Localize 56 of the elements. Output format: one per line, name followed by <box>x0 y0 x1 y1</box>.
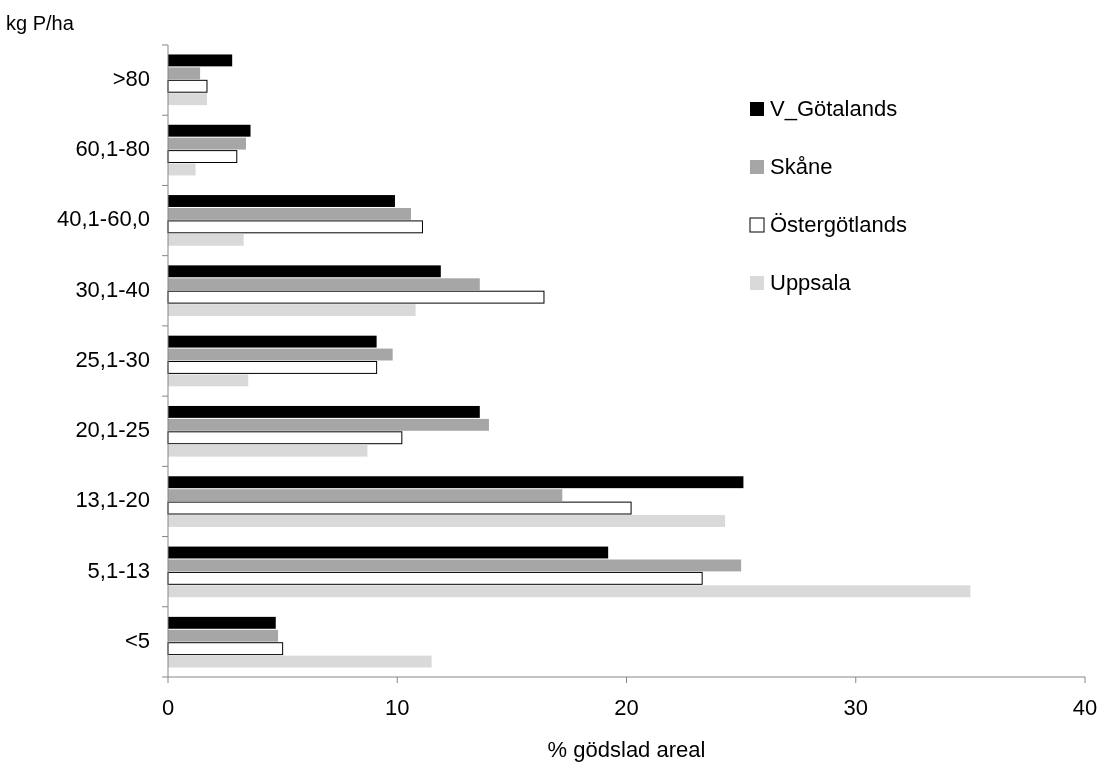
bar <box>168 405 480 418</box>
bar <box>168 515 726 527</box>
bar <box>167 642 284 656</box>
bar <box>168 444 368 457</box>
y-axis-title: kg P/ha <box>6 12 75 34</box>
x-tick-label: 30 <box>843 695 868 720</box>
bar <box>168 546 609 559</box>
legend-label: V_Götalands <box>770 95 898 121</box>
y-tick-label: 25,1-30 <box>75 346 150 372</box>
y-tick-label: 13,1-20 <box>75 487 150 513</box>
bar <box>168 233 244 246</box>
bar <box>168 67 201 80</box>
bar <box>168 207 412 220</box>
bar <box>168 585 971 598</box>
bar <box>168 304 416 317</box>
bar <box>168 124 251 137</box>
bar <box>168 163 196 176</box>
bar <box>167 150 238 164</box>
legend-label: Skåne <box>770 153 833 179</box>
bar <box>168 476 744 489</box>
bar <box>167 431 403 445</box>
bar <box>168 374 249 387</box>
y-tick-label: 40,1-60,0 <box>57 206 150 232</box>
bar <box>168 559 742 572</box>
bar <box>168 278 480 291</box>
bar <box>168 629 279 642</box>
bar <box>168 265 441 278</box>
bar <box>168 54 233 67</box>
bar <box>168 93 207 106</box>
bar <box>168 335 377 348</box>
bar <box>168 489 563 502</box>
bar <box>167 501 632 515</box>
y-tick-label: <5 <box>124 628 150 654</box>
bar <box>167 571 703 585</box>
bar <box>168 137 246 150</box>
x-tick-label: 10 <box>385 695 410 720</box>
bar <box>168 195 395 207</box>
x-axis-title: % gödslad areal <box>547 737 706 762</box>
bar <box>167 290 545 304</box>
bar <box>168 616 276 629</box>
bar <box>167 361 378 374</box>
x-tick-label: 0 <box>161 695 175 720</box>
y-tick-label: >80 <box>112 65 150 91</box>
x-tick-label: 40 <box>1072 695 1098 720</box>
bar <box>168 348 393 361</box>
x-tick-label: 20 <box>614 695 639 720</box>
y-tick-label: 5,1-13 <box>87 557 150 583</box>
y-tick-label: 20,1-25 <box>75 417 150 443</box>
y-tick-label: 30,1-40 <box>75 276 150 302</box>
bar <box>167 220 423 234</box>
y-tick-label: 60,1-80 <box>75 135 150 161</box>
legend-label: Uppsala <box>770 269 852 295</box>
bar <box>168 418 489 431</box>
bar <box>167 79 208 93</box>
bar <box>168 655 432 668</box>
legend-label: Östergötlands <box>770 211 907 237</box>
